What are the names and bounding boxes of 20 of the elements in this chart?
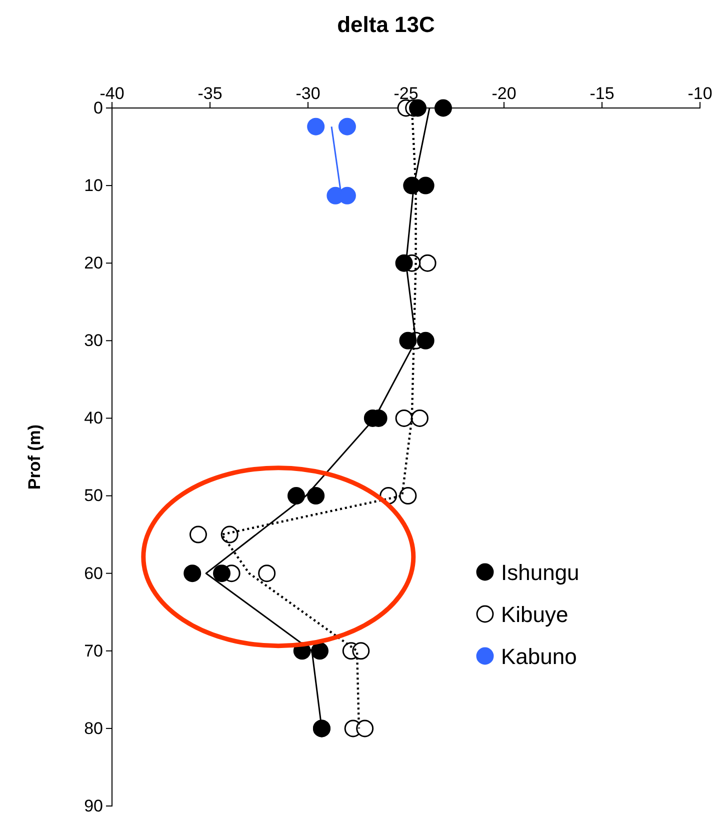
x-tick-label: -25: [394, 84, 418, 103]
y-tick-label: 70: [84, 641, 103, 660]
y-axis-title: Prof (m): [25, 424, 44, 490]
y-tick-label: 10: [84, 176, 103, 195]
y-tick-label: 50: [84, 486, 103, 506]
chart-title: delta 13C: [337, 12, 436, 37]
y-tick-label: 20: [84, 254, 103, 273]
y-tick-label: 30: [84, 331, 103, 350]
x-tick-label: -10: [688, 84, 712, 103]
y-tick-label: 60: [84, 564, 103, 583]
legend-label: Kabuno: [501, 644, 577, 669]
x-tick-label: -20: [492, 84, 516, 103]
y-tick-label: 90: [84, 796, 103, 816]
x-tick-label: -30: [296, 84, 320, 103]
x-tick-label: -15: [590, 84, 614, 103]
y-tick-label: 40: [84, 408, 103, 428]
legend-label: Ishungu: [501, 560, 580, 585]
x-tick-label: -35: [198, 84, 222, 103]
legend-label: Kibuye: [501, 602, 568, 627]
y-tick-label: 80: [84, 718, 103, 738]
